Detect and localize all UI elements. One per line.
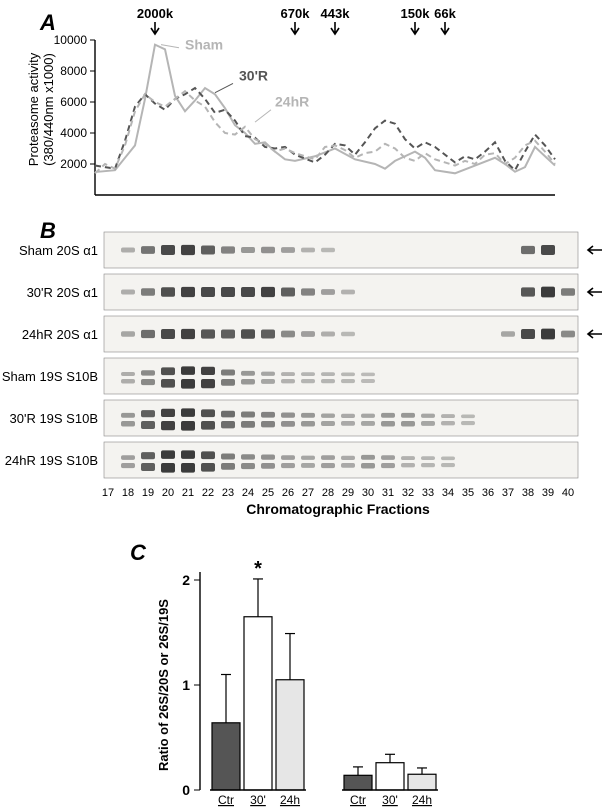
svg-text:10000: 10000 bbox=[54, 33, 88, 47]
svg-text:66k: 66k bbox=[434, 6, 456, 21]
svg-text:443k: 443k bbox=[321, 6, 351, 21]
svg-text:A: A bbox=[39, 10, 56, 35]
svg-text:Proteasome activity: Proteasome activity bbox=[26, 52, 41, 166]
svg-text:Ratio of 26S/20S or 26S/19S: Ratio of 26S/20S or 26S/19S bbox=[156, 599, 171, 771]
svg-text:32: 32 bbox=[402, 487, 414, 499]
svg-text:34: 34 bbox=[442, 487, 454, 499]
svg-text:21: 21 bbox=[182, 487, 194, 499]
svg-text:24h: 24h bbox=[412, 793, 432, 807]
figure: A 2000 4000 6000 8000 10000 Proteasome activit… bbox=[0, 0, 602, 810]
svg-text:25: 25 bbox=[262, 487, 274, 499]
svg-text:1: 1 bbox=[182, 677, 190, 693]
svg-text:30': 30' bbox=[382, 793, 398, 807]
svg-text:26: 26 bbox=[282, 487, 294, 499]
svg-text:22: 22 bbox=[202, 487, 214, 499]
svg-text:Chromatographic Fractions: Chromatographic Fractions bbox=[246, 501, 430, 517]
svg-text:33: 33 bbox=[422, 487, 434, 499]
svg-text:150k: 150k bbox=[401, 6, 431, 21]
svg-text:19: 19 bbox=[142, 487, 154, 499]
svg-text:30': 30' bbox=[250, 793, 266, 807]
svg-text:28: 28 bbox=[322, 487, 334, 499]
svg-text:36: 36 bbox=[482, 487, 494, 499]
svg-text:2000: 2000 bbox=[60, 157, 87, 171]
svg-text:31: 31 bbox=[382, 487, 394, 499]
svg-text:18: 18 bbox=[122, 487, 134, 499]
svg-text:38: 38 bbox=[522, 487, 534, 499]
svg-text:C: C bbox=[130, 540, 147, 565]
svg-text:30'R 19S S10B: 30'R 19S S10B bbox=[10, 411, 99, 426]
svg-text:(380/440nm x1000): (380/440nm x1000) bbox=[41, 53, 56, 166]
svg-text:24hR 20S α1: 24hR 20S α1 bbox=[22, 327, 98, 342]
svg-text:8000: 8000 bbox=[60, 64, 87, 78]
svg-text:24h: 24h bbox=[280, 793, 300, 807]
svg-text:B: B bbox=[40, 218, 56, 243]
svg-text:40: 40 bbox=[562, 487, 574, 499]
svg-text:*: * bbox=[254, 558, 262, 580]
svg-text:24hR: 24hR bbox=[275, 94, 309, 110]
svg-text:0: 0 bbox=[182, 782, 190, 798]
svg-text:Ctr: Ctr bbox=[218, 793, 234, 807]
svg-text:2: 2 bbox=[182, 572, 190, 588]
svg-text:17: 17 bbox=[102, 487, 114, 499]
svg-text:Ctr: Ctr bbox=[350, 793, 366, 807]
svg-text:37: 37 bbox=[502, 487, 514, 499]
svg-text:Sham: Sham bbox=[185, 36, 223, 52]
svg-text:24hR 19S S10B: 24hR 19S S10B bbox=[5, 453, 98, 468]
svg-text:Sham 20S α1: Sham 20S α1 bbox=[19, 243, 98, 258]
figure-svg: A 2000 4000 6000 8000 10000 Proteasome activit… bbox=[0, 0, 602, 810]
svg-text:Sham 19S S10B: Sham 19S S10B bbox=[2, 369, 98, 384]
svg-text:2000k: 2000k bbox=[137, 6, 174, 21]
svg-text:4000: 4000 bbox=[60, 126, 87, 140]
svg-text:29: 29 bbox=[342, 487, 354, 499]
svg-text:30'R 20S α1: 30'R 20S α1 bbox=[27, 285, 98, 300]
svg-text:27: 27 bbox=[302, 487, 314, 499]
svg-text:35: 35 bbox=[462, 487, 474, 499]
svg-text:39: 39 bbox=[542, 487, 554, 499]
svg-text:30: 30 bbox=[362, 487, 374, 499]
svg-text:670k: 670k bbox=[281, 6, 311, 21]
svg-text:20: 20 bbox=[162, 487, 174, 499]
svg-text:30'R: 30'R bbox=[239, 67, 268, 83]
svg-text:23: 23 bbox=[222, 487, 234, 499]
svg-text:24: 24 bbox=[242, 487, 254, 499]
svg-text:6000: 6000 bbox=[60, 95, 87, 109]
